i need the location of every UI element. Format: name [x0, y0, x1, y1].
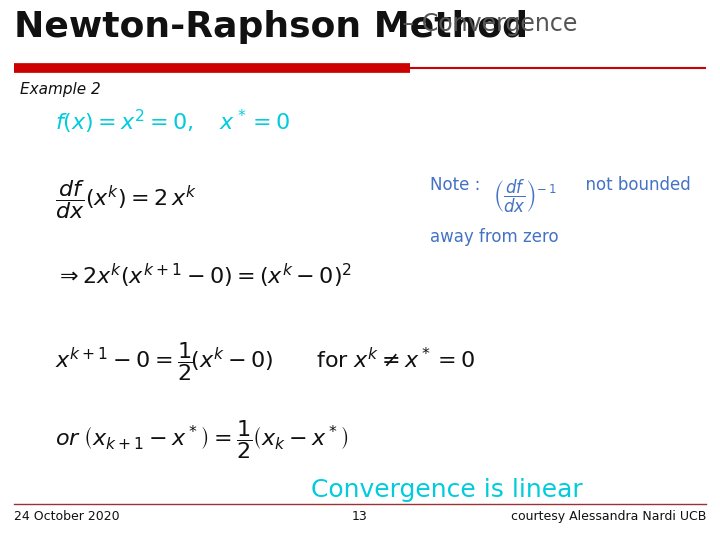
Text: away from zero: away from zero — [430, 228, 559, 246]
Text: $x^{k+1} - 0 = \dfrac{1}{2}\!\left(x^k - 0\right) \qquad \mathrm{for}\; x^k \neq: $x^{k+1} - 0 = \dfrac{1}{2}\!\left(x^k -… — [55, 340, 474, 383]
Text: not bounded: not bounded — [575, 176, 690, 194]
Text: Example 2: Example 2 — [20, 82, 101, 97]
Text: $f(x) = x^2 = 0, \quad x^* = 0$: $f(x) = x^2 = 0, \quad x^* = 0$ — [55, 108, 291, 136]
Text: – Convergence: – Convergence — [395, 12, 577, 36]
Text: courtesy Alessandra Nardi UCB: courtesy Alessandra Nardi UCB — [510, 510, 706, 523]
Text: 24 October 2020: 24 October 2020 — [14, 510, 120, 523]
Text: $\left(\dfrac{df}{dx}\right)^{\!-1}$: $\left(\dfrac{df}{dx}\right)^{\!-1}$ — [493, 178, 557, 215]
Text: $\Rightarrow 2x^k\left(x^{k+1} - 0\right) = \left(x^k - 0\right)^2$: $\Rightarrow 2x^k\left(x^{k+1} - 0\right… — [55, 262, 352, 290]
Text: Newton-Raphson Method: Newton-Raphson Method — [14, 10, 528, 44]
Text: Note :: Note : — [430, 176, 491, 194]
Text: $or\; \left(x_{k+1} - x^*\right) = \dfrac{1}{2}\left(x_k - x^*\right)$: $or\; \left(x_{k+1} - x^*\right) = \dfra… — [55, 418, 348, 461]
Text: 13: 13 — [352, 510, 368, 523]
Text: Convergence is linear: Convergence is linear — [310, 478, 582, 502]
Text: $\dfrac{df}{dx}\left(x^k\right) = 2\,x^k$: $\dfrac{df}{dx}\left(x^k\right) = 2\,x^k… — [55, 178, 197, 221]
